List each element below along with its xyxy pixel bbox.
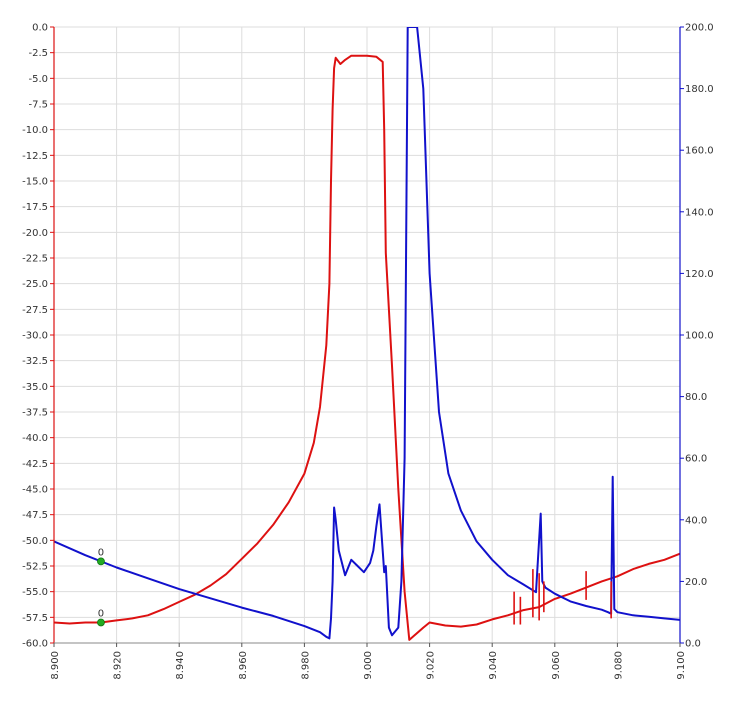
x-tick-label: 8.920 (113, 651, 124, 680)
left-tick-label: -32.5 (22, 356, 48, 367)
left-tick-label: -12.5 (22, 151, 48, 162)
x-tick-label: 9.060 (551, 651, 562, 680)
marker-point[interactable] (97, 557, 105, 566)
left-tick-label: -42.5 (22, 459, 48, 470)
x-tick-label: 9.000 (363, 651, 374, 680)
left-tick-label: -25.0 (22, 279, 48, 290)
left-tick-label: -35.0 (22, 382, 48, 393)
x-tick-label: 8.940 (175, 651, 186, 680)
right-tick-label: 200.0 (685, 23, 714, 34)
x-tick-label: 9.040 (488, 651, 499, 680)
x-tick-label: 9.080 (613, 651, 624, 680)
right-tick-label: 160.0 (685, 146, 714, 157)
x-tick-label: 8.900 (50, 651, 61, 680)
left-tick-label: 0.0 (32, 23, 48, 34)
right-tick-label: 40.0 (685, 515, 707, 526)
x-tick-label: 9.100 (676, 651, 687, 680)
series-line-left (54, 54, 680, 641)
right-tick-label: 140.0 (685, 207, 714, 218)
left-tick-label: -22.5 (22, 254, 48, 265)
left-tick-label: -10.0 (22, 125, 48, 136)
left-tick-label: -30.0 (22, 331, 48, 342)
left-tick-label: -20.0 (22, 228, 48, 239)
left-tick-label: -50.0 (22, 536, 48, 547)
left-tick-label: -55.0 (22, 587, 48, 598)
left-tick-label: -52.5 (22, 562, 48, 573)
left-tick-label: -27.5 (22, 305, 48, 316)
left-tick-label: -17.5 (22, 202, 48, 213)
marker-label: 0 (98, 547, 104, 558)
left-tick-label: -15.0 (22, 177, 48, 188)
markers: 00 (97, 547, 105, 627)
series-layer (54, 27, 680, 641)
series-line-right (54, 27, 680, 640)
left-tick-label: -7.5 (28, 100, 48, 111)
left-axis-ticks: 0.0 -2.5 -5.0 -7.5 -10.0 -12.5 -15.0 -17.5 -20.0… (22, 23, 54, 650)
left-tick-label: -37.5 (22, 408, 48, 419)
left-tick-label: -57.5 (22, 613, 48, 624)
right-tick-label: 100.0 (685, 331, 714, 342)
marker-label: 0 (98, 608, 104, 619)
x-tick-label: 8.960 (238, 651, 249, 680)
left-tick-label: -45.0 (22, 485, 48, 496)
left-tick-label: -5.0 (28, 74, 48, 85)
left-tick-label: -60.0 (22, 639, 48, 650)
right-axis-ticks: 200.0 180.0 160.0 140.0 120.0 100.0 80.0 60.0 40… (680, 23, 714, 650)
left-tick-label: -47.5 (22, 510, 48, 521)
marker-point[interactable] (97, 618, 105, 627)
grid (53, 26, 681, 644)
left-tick-label: -40.0 (22, 433, 48, 444)
right-tick-label: 180.0 (685, 84, 714, 95)
right-tick-label: 120.0 (685, 269, 714, 280)
right-tick-label: 60.0 (685, 454, 707, 465)
x-tick-label: 9.020 (426, 651, 437, 680)
right-tick-label: 20.0 (685, 577, 707, 588)
right-tick-label: 0.0 (685, 639, 701, 650)
x-tick-label: 8.980 (300, 651, 311, 680)
left-tick-label: -2.5 (28, 48, 48, 59)
right-tick-label: 80.0 (685, 392, 707, 403)
x-axis-ticks: 8.900 8.920 8.940 8.960 8.980 9.000 9.020 9.040… (50, 643, 687, 680)
